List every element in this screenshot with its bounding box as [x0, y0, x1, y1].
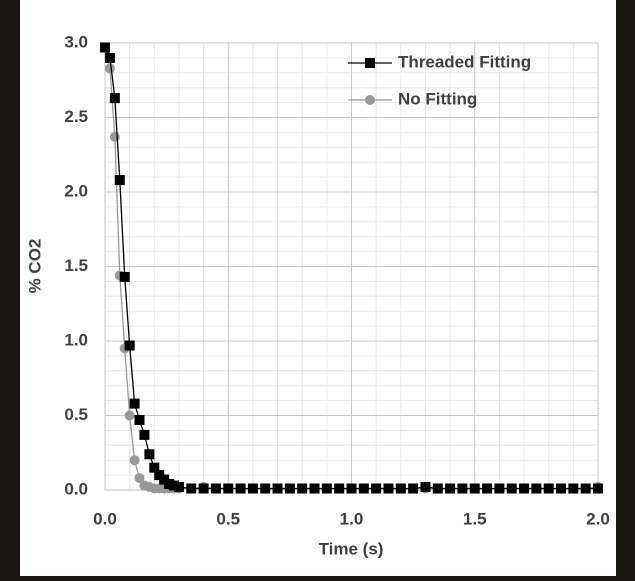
marker	[297, 483, 308, 494]
marker	[408, 483, 419, 494]
marker	[482, 483, 493, 494]
marker	[247, 483, 258, 494]
marker	[124, 410, 135, 421]
marker	[284, 483, 295, 494]
legend-marker	[365, 58, 375, 68]
marker	[260, 483, 271, 494]
x-tick-label: 1.0	[340, 509, 364, 528]
marker	[210, 483, 221, 494]
marker	[371, 483, 382, 494]
legend-label: Threaded Fitting	[398, 52, 531, 71]
marker	[100, 42, 110, 53]
y-tick-label: 0.0	[64, 479, 88, 498]
marker	[173, 482, 184, 493]
marker	[129, 398, 140, 409]
marker	[186, 483, 197, 494]
marker	[109, 131, 120, 142]
marker	[580, 483, 591, 494]
marker	[104, 52, 115, 63]
marker	[321, 483, 332, 494]
marker	[531, 483, 542, 494]
y-tick-label: 1.5	[64, 256, 88, 275]
marker	[124, 340, 135, 351]
marker	[134, 473, 145, 484]
marker	[119, 271, 130, 282]
marker	[346, 483, 357, 494]
y-tick-label: 2.0	[64, 181, 88, 200]
x-tick-label: 0.0	[93, 509, 117, 528]
marker	[309, 483, 320, 494]
marker	[139, 429, 150, 440]
marker	[235, 483, 246, 494]
x-tick-label: 1.5	[463, 509, 487, 528]
marker	[114, 175, 125, 186]
marker	[358, 483, 369, 494]
x-tick-label: 0.5	[216, 509, 240, 528]
y-tick-label: 3.0	[64, 32, 88, 51]
legend-marker	[365, 95, 375, 105]
marker	[593, 483, 603, 494]
legend-label: No Fitting	[398, 89, 477, 108]
marker	[445, 483, 456, 494]
y-tick-label: 0.5	[64, 405, 88, 424]
marker	[198, 483, 209, 494]
marker	[432, 483, 443, 494]
marker	[334, 483, 345, 494]
marker	[149, 462, 160, 473]
marker	[223, 483, 234, 494]
marker	[383, 483, 394, 494]
marker	[272, 483, 283, 494]
marker	[129, 455, 140, 466]
x-axis-title: Time (s)	[319, 539, 384, 558]
marker	[469, 483, 480, 494]
marker	[134, 414, 145, 425]
y-tick-label: 1.0	[64, 330, 88, 349]
marker	[494, 483, 505, 494]
marker	[104, 63, 115, 74]
marker	[109, 93, 120, 104]
y-tick-label: 2.5	[64, 107, 88, 126]
marker	[395, 483, 406, 494]
marker	[420, 482, 431, 493]
marker	[568, 483, 579, 494]
x-tick-label: 2.0	[586, 509, 610, 528]
marker	[506, 483, 517, 494]
marker	[543, 483, 554, 494]
y-axis-title: % CO2	[25, 239, 44, 294]
marker	[519, 483, 530, 494]
marker	[556, 483, 567, 494]
marker	[144, 449, 155, 460]
marker	[457, 483, 468, 494]
